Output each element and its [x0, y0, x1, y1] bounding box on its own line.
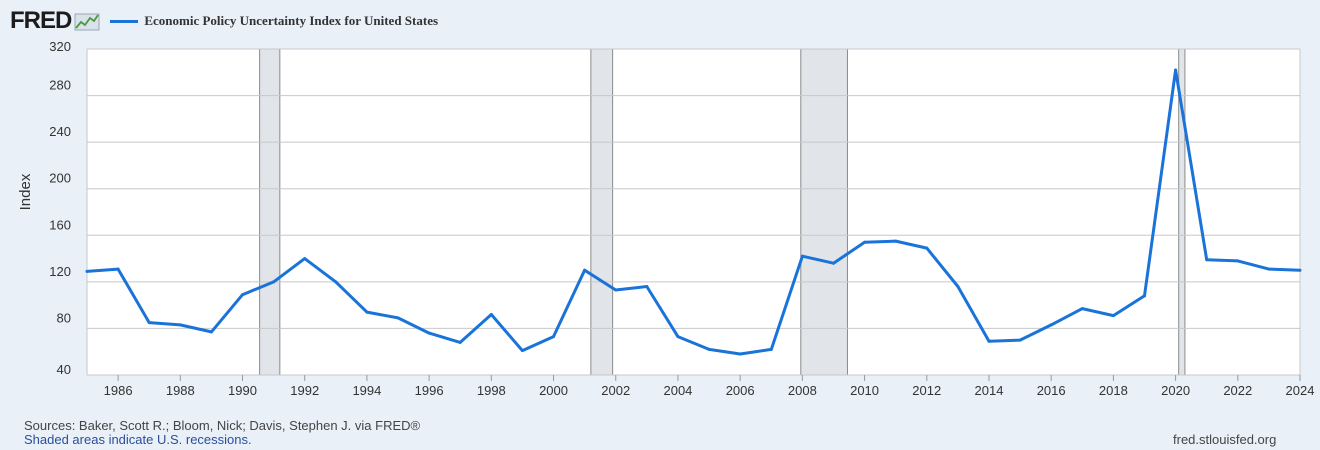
data-point[interactable]	[116, 267, 120, 271]
data-point[interactable]	[1111, 314, 1115, 318]
series-line[interactable]	[86, 68, 1301, 356]
chart-header: FRED Economic Policy Uncertainty Index f…	[10, 6, 438, 36]
x-tick-label: 2020	[1161, 383, 1190, 398]
y-axis-label: Index	[17, 173, 34, 210]
x-tick-label: 1998	[477, 383, 506, 398]
data-point[interactable]	[303, 257, 307, 261]
data-point[interactable]	[209, 330, 213, 334]
data-point[interactable]	[800, 254, 804, 258]
data-point[interactable]	[272, 280, 276, 284]
recession-band	[259, 48, 281, 376]
y-axis-ticks: 40 80 120 160 200 240 280 320	[49, 39, 71, 377]
y-tick-label: 120	[49, 264, 71, 279]
data-point[interactable]	[365, 310, 369, 314]
x-tick-label: 2006	[726, 383, 755, 398]
x-tick-label: 1986	[104, 383, 133, 398]
grid-lines	[86, 48, 1301, 376]
x-tick-label: 2000	[539, 383, 568, 398]
data-point[interactable]	[738, 352, 742, 356]
recession-band	[800, 48, 848, 376]
x-tick-label: 2018	[1099, 383, 1128, 398]
data-point[interactable]	[1174, 68, 1178, 72]
data-point[interactable]	[831, 261, 835, 265]
x-tick-label: 1996	[415, 383, 444, 398]
data-point[interactable]	[427, 331, 431, 335]
data-point[interactable]	[769, 347, 773, 351]
y-tick-label: 200	[49, 171, 71, 186]
x-tick-label: 1994	[352, 383, 381, 398]
data-point[interactable]	[614, 288, 618, 292]
x-tick-label: 2016	[1037, 383, 1066, 398]
data-point[interactable]	[458, 340, 462, 344]
data-point[interactable]	[552, 335, 556, 339]
data-point[interactable]	[520, 349, 524, 353]
x-tick-label: 2014	[975, 383, 1004, 398]
data-point[interactable]	[334, 280, 338, 284]
legend-series-label: Economic Policy Uncertainty Index for Un…	[144, 13, 439, 28]
data-point[interactable]	[1267, 267, 1271, 271]
y-tick-label: 240	[49, 124, 71, 139]
data-point[interactable]	[645, 285, 649, 289]
sources-text: Sources: Baker, Scott R.; Bloom, Nick; D…	[24, 418, 421, 433]
x-tick-label: 2022	[1223, 383, 1252, 398]
data-point[interactable]	[178, 323, 182, 327]
data-point[interactable]	[1236, 259, 1240, 263]
x-tick-label: 2024	[1286, 383, 1315, 398]
chart-legend: Economic Policy Uncertainty Index for Un…	[110, 13, 438, 29]
recession-band	[590, 48, 614, 376]
fred-logo-text: FRED	[10, 7, 72, 34]
data-point[interactable]	[894, 239, 898, 243]
data-point[interactable]	[1080, 307, 1084, 311]
x-tick-label: 1992	[290, 383, 319, 398]
data-point[interactable]	[925, 246, 929, 250]
fred-logo[interactable]: FRED	[10, 7, 100, 35]
x-tick-label: 2010	[850, 383, 879, 398]
data-point[interactable]	[241, 293, 245, 297]
plot-area	[87, 49, 1300, 375]
x-tick-label: 2012	[912, 383, 941, 398]
site-url[interactable]: fred.stlouisfed.org	[1173, 432, 1277, 447]
data-point[interactable]	[1205, 258, 1209, 262]
data-point[interactable]	[1298, 268, 1302, 272]
x-tick-label: 1988	[166, 383, 195, 398]
data-point[interactable]	[85, 269, 89, 273]
data-point[interactable]	[1049, 323, 1053, 327]
x-axis-ticks: 1986 1988 1990 1992 1994 1996 1998 2000 2002 2004…	[104, 375, 1315, 398]
y-tick-label: 80	[57, 310, 71, 325]
legend-swatch	[110, 19, 139, 23]
data-point[interactable]	[396, 316, 400, 320]
data-point[interactable]	[147, 321, 151, 325]
y-tick-label: 320	[49, 39, 71, 54]
data-point[interactable]	[1018, 338, 1022, 342]
recession-bands	[259, 48, 1186, 376]
data-point[interactable]	[707, 347, 711, 351]
data-point[interactable]	[863, 240, 867, 244]
y-tick-label: 40	[57, 362, 71, 377]
data-point[interactable]	[583, 268, 587, 272]
x-tick-label: 2004	[663, 383, 692, 398]
data-point[interactable]	[1142, 294, 1146, 298]
x-tick-label: 2002	[601, 383, 630, 398]
y-tick-label: 160	[49, 217, 71, 232]
series-layer	[85, 68, 1302, 356]
y-tick-label: 280	[49, 78, 71, 93]
line-graph-icon	[74, 13, 100, 31]
data-point[interactable]	[987, 339, 991, 343]
data-point[interactable]	[956, 285, 960, 289]
x-tick-label: 2008	[788, 383, 817, 398]
data-point[interactable]	[489, 312, 493, 316]
recession-note-link[interactable]: Shaded areas indicate U.S. recessions.	[24, 432, 252, 447]
x-tick-label: 1990	[228, 383, 257, 398]
data-point[interactable]	[676, 335, 680, 339]
